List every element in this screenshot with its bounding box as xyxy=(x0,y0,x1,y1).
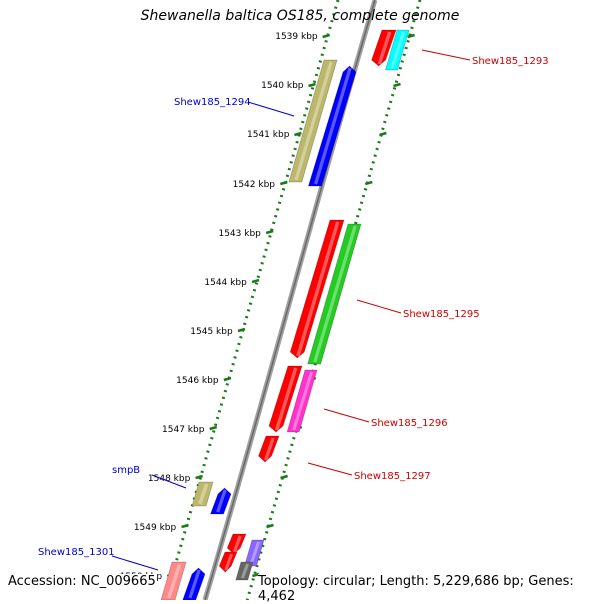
gene-feature-gene-1549-cog[interactable] xyxy=(243,539,265,567)
major-tick xyxy=(407,33,415,39)
gene-feature-Shew185_1293-partner[interactable] xyxy=(384,29,410,71)
gene-label[interactable]: Shew185_1294 xyxy=(174,97,251,108)
major-tick xyxy=(308,82,316,88)
kbp-label: 1540 kbp xyxy=(261,81,304,91)
major-tick xyxy=(393,82,401,88)
gene-feature-Shew185_1294[interactable] xyxy=(307,65,357,187)
major-tick xyxy=(294,131,302,137)
backbone-arc-core xyxy=(204,0,376,600)
gene-feature-Shew185_1295[interactable] xyxy=(289,219,345,359)
gene-label[interactable]: Shew185_1301 xyxy=(38,547,115,558)
kbp-label: 1542 kbp xyxy=(233,180,276,190)
major-tick xyxy=(266,523,274,529)
kbp-label: 1549 kbp xyxy=(134,523,177,533)
gene-feature-gene-1549-a[interactable] xyxy=(226,533,247,555)
gene-feature-Shew185_1301-cog[interactable] xyxy=(160,561,187,600)
gene-feature-Shew185_1296-cog[interactable] xyxy=(286,369,318,433)
kbp-label: 1541 kbp xyxy=(247,130,290,140)
gene-label-leader xyxy=(111,555,159,571)
major-tick xyxy=(237,327,246,333)
kbp-label: 1539 kbp xyxy=(275,32,318,42)
major-tick xyxy=(265,229,274,235)
kbp-label: 1546 kbp xyxy=(176,376,219,386)
gene-feature-smpB-cog[interactable] xyxy=(191,481,214,507)
gene-feature-gene-1549-b[interactable] xyxy=(218,551,238,573)
kbp-label: 1544 kbp xyxy=(204,278,247,288)
gene-label-leader xyxy=(307,462,353,476)
gene-feature-Shew185_1296[interactable] xyxy=(268,365,303,433)
major-tick xyxy=(279,180,288,186)
major-tick xyxy=(379,131,387,137)
major-tick xyxy=(195,474,203,480)
gene-label[interactable]: Shew185_1297 xyxy=(354,471,431,482)
gene-feature-Shew185_1293[interactable] xyxy=(371,29,397,67)
gene-label[interactable]: Shew185_1295 xyxy=(403,309,480,320)
gene-feature-Shew185_1295-cog[interactable] xyxy=(307,223,362,365)
gene-feature-Shew185_1301[interactable] xyxy=(182,567,206,600)
gene-label[interactable]: Shew185_1293 xyxy=(472,56,549,67)
accession-label: Accession: NC_009665 xyxy=(8,574,156,589)
gene-label-leader xyxy=(323,408,370,423)
gene-label-leader xyxy=(356,299,402,314)
major-tick xyxy=(280,474,288,480)
kbp-label: 1545 kbp xyxy=(190,327,233,337)
gene-label-leader xyxy=(421,49,471,61)
major-tick xyxy=(209,425,218,431)
major-tick xyxy=(251,278,260,284)
gene-label-leader xyxy=(247,101,295,117)
topology-label: Topology: circular; Length: 5,229,686 bp… xyxy=(258,574,600,604)
gene-label-leader xyxy=(151,474,187,489)
kbp-label: 1543 kbp xyxy=(218,229,261,239)
gene-label[interactable]: smpB xyxy=(112,465,140,476)
major-tick xyxy=(322,33,330,39)
kbp-label: 1547 kbp xyxy=(162,425,205,435)
major-tick xyxy=(364,180,373,186)
major-tick xyxy=(223,376,232,382)
kbp-label: 1548 kbp xyxy=(148,474,191,484)
gene-label[interactable]: Shew185_1296 xyxy=(371,418,448,429)
gene-feature-Shew185_1297[interactable] xyxy=(258,435,280,463)
gene-feature-smpB[interactable] xyxy=(209,487,232,515)
gene-feature-Shew185_1294-cog[interactable] xyxy=(288,59,338,183)
genome-title: Shewanella baltica OS185, complete genom… xyxy=(140,8,460,24)
major-tick xyxy=(181,523,189,529)
gene-feature-gene-1550-cog[interactable] xyxy=(235,561,254,581)
